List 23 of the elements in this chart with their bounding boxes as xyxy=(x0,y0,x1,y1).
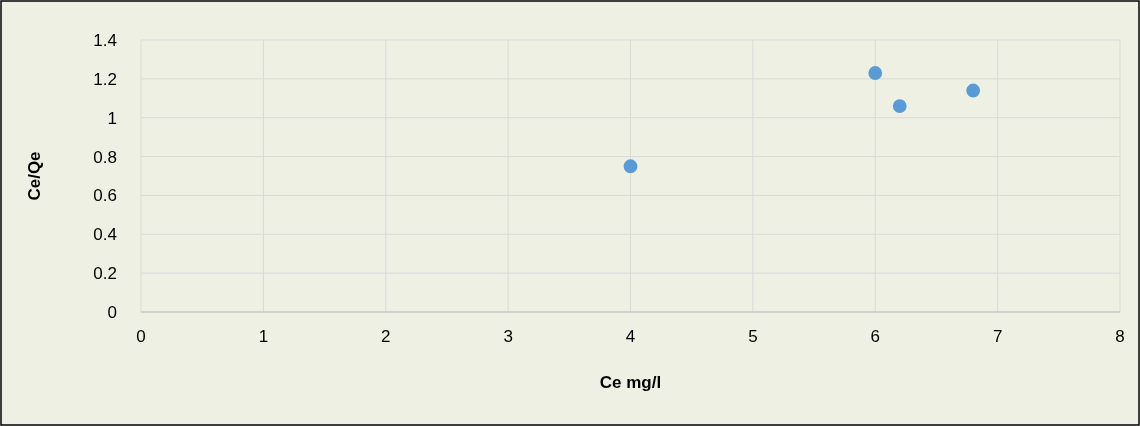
y-tick-label: 1.2 xyxy=(93,69,117,89)
x-tick-label: 3 xyxy=(503,327,513,346)
x-tick-label: 6 xyxy=(870,327,880,346)
y-tick-label: 0.8 xyxy=(93,147,117,167)
x-tick-label: 7 xyxy=(992,327,1003,346)
x-tick-label: 0 xyxy=(136,327,146,346)
x-axis-title: Ce mg/l xyxy=(599,373,662,392)
x-tick-label: 8 xyxy=(1115,327,1125,346)
y-tick-label: 1 xyxy=(107,108,117,128)
y-tick-label: 1.4 xyxy=(93,31,117,50)
y-tick-label: 0.4 xyxy=(93,225,117,245)
x-tick-label: 1 xyxy=(258,327,269,346)
x-tick-label: 5 xyxy=(748,327,758,346)
y-tick-label: 0 xyxy=(107,303,117,322)
point xyxy=(868,66,883,80)
y-axis-title: Ce/Qe xyxy=(25,151,44,201)
x-tick-label: 2 xyxy=(381,327,391,346)
y-tick-label: 0.6 xyxy=(93,186,117,206)
x-tick-label: 4 xyxy=(625,327,636,346)
point xyxy=(892,99,907,113)
point xyxy=(623,159,638,174)
point xyxy=(966,83,981,98)
y-tick-label: 0.2 xyxy=(93,264,117,284)
